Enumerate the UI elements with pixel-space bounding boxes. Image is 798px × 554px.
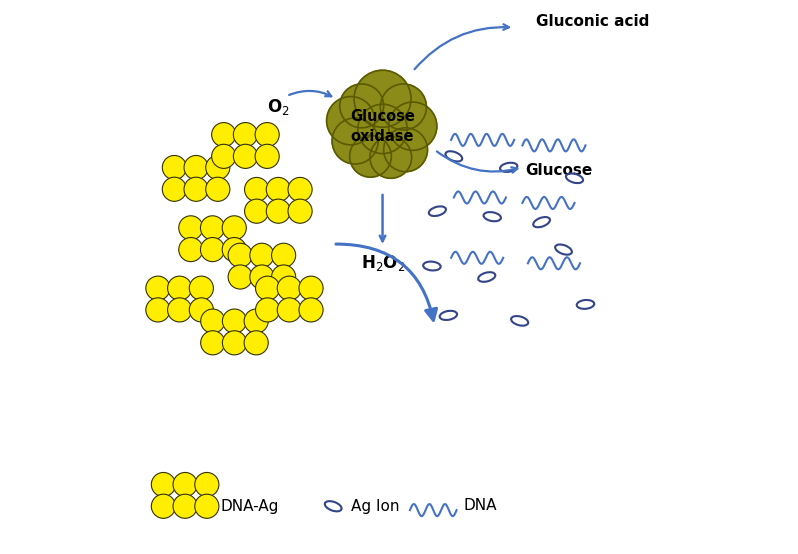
- Circle shape: [173, 473, 197, 496]
- Circle shape: [277, 276, 302, 300]
- Text: DNA: DNA: [464, 498, 497, 513]
- Circle shape: [271, 243, 296, 268]
- Circle shape: [222, 216, 247, 240]
- Circle shape: [358, 104, 407, 153]
- Text: Ag Ion: Ag Ion: [351, 499, 399, 514]
- Circle shape: [228, 265, 252, 289]
- Circle shape: [200, 331, 225, 355]
- Text: Gluconic acid: Gluconic acid: [536, 14, 650, 29]
- Circle shape: [211, 144, 235, 168]
- Circle shape: [389, 102, 437, 150]
- Circle shape: [244, 199, 269, 223]
- Circle shape: [146, 298, 170, 322]
- Circle shape: [173, 494, 197, 519]
- Circle shape: [255, 122, 279, 147]
- Circle shape: [200, 309, 225, 333]
- Circle shape: [189, 276, 213, 300]
- Circle shape: [223, 331, 247, 355]
- Circle shape: [162, 177, 187, 201]
- Circle shape: [206, 156, 230, 179]
- Circle shape: [299, 276, 323, 300]
- Circle shape: [211, 122, 235, 147]
- Circle shape: [250, 265, 274, 289]
- Circle shape: [332, 118, 378, 164]
- Circle shape: [255, 144, 279, 168]
- Circle shape: [288, 199, 312, 223]
- Circle shape: [381, 84, 426, 130]
- Circle shape: [271, 265, 296, 289]
- Text: O$_2$: O$_2$: [267, 97, 290, 117]
- Circle shape: [244, 331, 268, 355]
- Circle shape: [326, 96, 375, 145]
- Circle shape: [184, 156, 208, 179]
- Circle shape: [384, 128, 428, 172]
- Circle shape: [354, 70, 411, 127]
- Circle shape: [200, 216, 224, 240]
- Text: H$_2$O$_2$: H$_2$O$_2$: [361, 253, 405, 273]
- Circle shape: [228, 243, 252, 268]
- Circle shape: [195, 473, 219, 496]
- Text: Glucose: Glucose: [525, 162, 592, 177]
- Circle shape: [200, 238, 224, 261]
- Circle shape: [223, 309, 247, 333]
- Circle shape: [244, 177, 269, 202]
- Circle shape: [267, 199, 290, 223]
- Circle shape: [277, 298, 302, 322]
- Circle shape: [244, 309, 268, 333]
- Circle shape: [250, 243, 274, 268]
- Text: Glucose
oxidase: Glucose oxidase: [350, 109, 415, 143]
- Circle shape: [152, 494, 176, 519]
- Circle shape: [195, 494, 219, 519]
- Circle shape: [222, 238, 247, 261]
- Circle shape: [255, 276, 279, 300]
- Circle shape: [233, 122, 258, 147]
- Circle shape: [179, 238, 203, 261]
- Circle shape: [162, 156, 187, 179]
- Circle shape: [152, 473, 176, 496]
- Circle shape: [340, 84, 384, 128]
- Circle shape: [233, 144, 258, 168]
- Circle shape: [189, 298, 213, 322]
- Circle shape: [267, 177, 290, 202]
- Circle shape: [168, 298, 192, 322]
- Circle shape: [350, 136, 391, 177]
- Text: DNA-Ag: DNA-Ag: [221, 499, 279, 514]
- Circle shape: [179, 216, 203, 240]
- Circle shape: [146, 276, 170, 300]
- Circle shape: [370, 137, 412, 178]
- Circle shape: [168, 276, 192, 300]
- Circle shape: [288, 177, 312, 202]
- Circle shape: [206, 177, 230, 201]
- Circle shape: [255, 298, 279, 322]
- Circle shape: [299, 298, 323, 322]
- Circle shape: [184, 177, 208, 201]
